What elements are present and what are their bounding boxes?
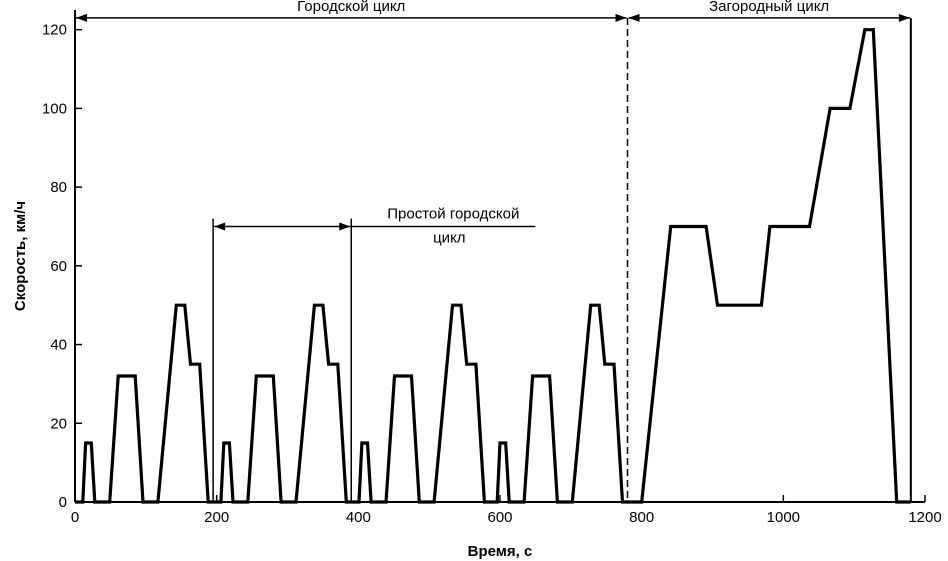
- urban-cycle-arrow-head-right: [615, 13, 627, 22]
- x-tick-label: 400: [346, 509, 371, 526]
- urban-cycle-label: Городской цикл: [297, 0, 405, 15]
- y-tick-label: 20: [50, 415, 67, 432]
- y-tick-label: 100: [42, 100, 67, 117]
- plot-area: [74, 10, 925, 504]
- y-tick-label: 40: [50, 337, 67, 354]
- elementary-cycle-label-line1: Простой городской: [387, 205, 519, 222]
- x-tick-label: 600: [487, 509, 512, 526]
- y-axis-label: Скорость, км/ч: [12, 201, 29, 311]
- y-tick-label: 60: [50, 258, 67, 275]
- y-tick-label: 0: [59, 494, 67, 511]
- x-tick-label: 1200: [908, 509, 941, 526]
- x-tick-label: 200: [204, 509, 229, 526]
- extra-urban-cycle-arrow-head-right: [898, 13, 910, 22]
- urban-cycle-arrow-head-left: [76, 13, 87, 22]
- x-ticks: 0 200 400 600 800 1000 1200: [71, 495, 942, 526]
- y-tick-label: 80: [50, 179, 67, 196]
- speed-series-line: [75, 28, 911, 504]
- elementary-cycle-arrow-head-right: [339, 222, 351, 231]
- x-axis-label: Время, с: [468, 543, 533, 560]
- extra-urban-cycle-arrow-head-left: [628, 13, 640, 22]
- elementary-cycle-label-line2: цикл: [433, 229, 465, 246]
- x-tick-label: 800: [629, 509, 654, 526]
- y-ticks: 0 20 40 60 80 100 120: [42, 22, 82, 511]
- y-tick-label: 120: [42, 22, 67, 39]
- cycle-annotations: Городской цикл Загородный цикл Простой гор…: [76, 0, 912, 502]
- elementary-cycle-arrow-head-left: [214, 222, 226, 231]
- x-tick-label: 0: [71, 509, 79, 526]
- x-tick-label: 1000: [767, 509, 800, 526]
- extra-urban-cycle-label: Загородный цикл: [709, 0, 829, 15]
